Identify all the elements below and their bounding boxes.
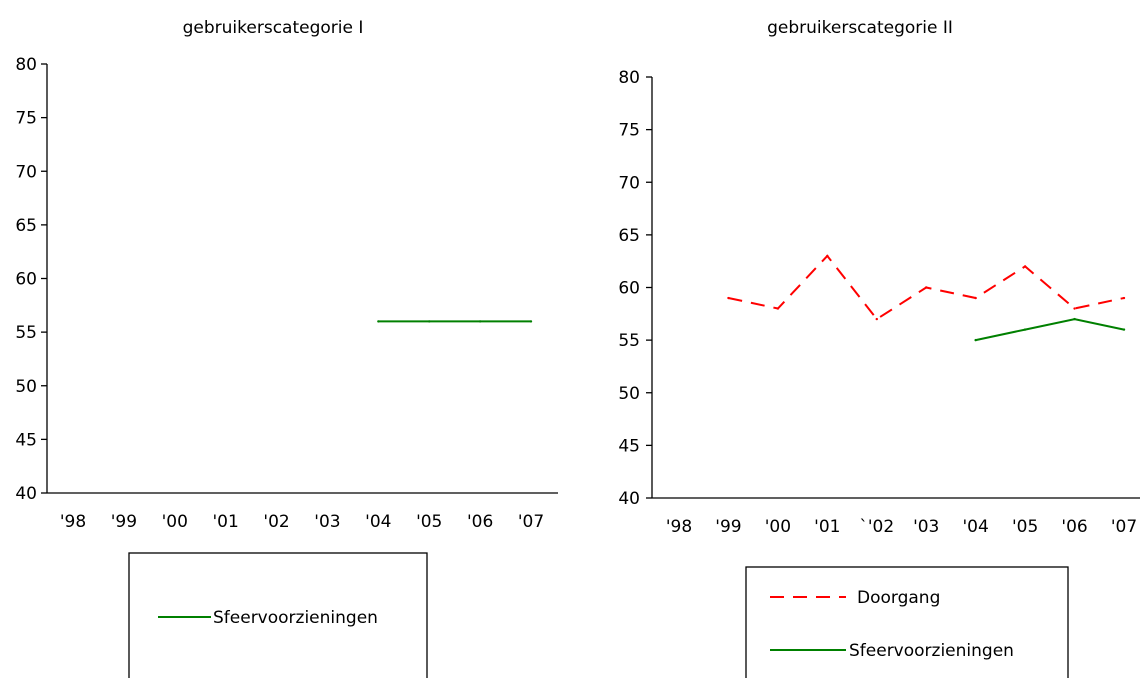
x-tick-label: '99 xyxy=(111,512,137,532)
y-tick-label: 55 xyxy=(15,323,37,343)
x-tick-label: '99 xyxy=(715,517,741,537)
x-tick-label: '07 xyxy=(518,512,544,532)
x-tick-label: `'02 xyxy=(859,517,894,537)
y-tick-label: 65 xyxy=(15,216,37,236)
data-point-sfeervoorzieningen xyxy=(974,338,977,342)
data-point-doorgang xyxy=(826,254,829,258)
y-tick-label: 60 xyxy=(618,279,640,299)
chart-title: gebruikerscategorie I xyxy=(183,18,364,38)
legend: Sfeervoorzieningen xyxy=(128,552,428,678)
data-point-sfeervoorzieningen xyxy=(1023,328,1027,331)
x-tick-label: '00 xyxy=(765,517,791,537)
data-point-sfeervoorzieningen xyxy=(529,320,533,323)
data-point-sfeervoorzieningen xyxy=(1122,328,1126,331)
y-tick-label: 50 xyxy=(15,377,37,397)
data-point-sfeervoorzieningen xyxy=(428,320,431,323)
legend-label-doorgang: Doorgang xyxy=(857,588,940,608)
x-tick-label: '03 xyxy=(913,517,939,537)
x-tick-label: '06 xyxy=(467,512,493,532)
x-tick-label: '05 xyxy=(416,512,442,532)
data-point-doorgang xyxy=(1073,307,1076,310)
x-tick-label: '03 xyxy=(314,512,340,532)
x-tick-label: '04 xyxy=(963,517,989,537)
x-tick-label: '01 xyxy=(814,517,840,537)
legend: Doorgang Sfeervoorzieningen xyxy=(745,566,1069,678)
legend-label-sfeervoorzieningen: Sfeervoorzieningen xyxy=(849,641,1014,661)
data-point-doorgang xyxy=(1122,296,1126,300)
y-tick-label: 70 xyxy=(618,173,640,193)
y-tick-label: 80 xyxy=(618,68,640,88)
chart-gebruikerscategorie-1: gebruikerscategorie I 40 45 50 55 60 65 70 75 80 '… xyxy=(15,18,558,678)
x-tick-label: '07 xyxy=(1111,517,1137,537)
data-point-doorgang xyxy=(875,317,878,321)
x-tick-label: '01 xyxy=(213,512,239,532)
y-tick-label: 80 xyxy=(15,55,37,75)
data-point-doorgang xyxy=(727,296,730,300)
y-tick-label: 75 xyxy=(618,121,640,141)
data-point-sfeervoorzieningen xyxy=(478,320,482,323)
x-tick-label: '98 xyxy=(60,512,86,532)
legend-box xyxy=(745,566,1069,678)
x-tick-label: '98 xyxy=(666,517,692,537)
data-point-sfeervoorzieningen xyxy=(377,320,380,323)
y-tick-label: 55 xyxy=(618,331,640,351)
y-tick-label: 45 xyxy=(15,430,37,450)
y-tick-label: 70 xyxy=(15,162,37,182)
data-point-doorgang xyxy=(974,296,977,300)
x-tick-label: '06 xyxy=(1061,517,1087,537)
y-tick-label: 45 xyxy=(618,436,640,456)
x-tick-label: '02 xyxy=(263,512,289,532)
chart-gebruikerscategorie-2: gebruikerscategorie II 40 45 50 55 60 65 70 75 80… xyxy=(618,18,1140,678)
legend-label-sfeervoorzieningen: Sfeervoorzieningen xyxy=(213,608,378,628)
y-tick-label: 40 xyxy=(15,484,37,504)
series-line-sfeervoorzieningen xyxy=(975,318,1125,342)
data-point-doorgang xyxy=(925,286,928,289)
y-tick-label: 40 xyxy=(618,489,640,509)
y-tick-label: 60 xyxy=(15,270,37,290)
chart-title: gebruikerscategorie II xyxy=(767,18,953,38)
y-tick-label: 50 xyxy=(618,384,640,404)
y-tick-label: 75 xyxy=(15,109,37,129)
y-tick-label: 65 xyxy=(618,226,640,246)
data-point-doorgang xyxy=(776,307,780,310)
data-point-doorgang xyxy=(1023,265,1027,268)
legend-box xyxy=(128,552,428,678)
x-tick-label: '04 xyxy=(365,512,391,532)
data-point-sfeervoorzieningen xyxy=(1073,317,1076,321)
x-tick-label: '05 xyxy=(1012,517,1038,537)
x-tick-label: '00 xyxy=(162,512,188,532)
